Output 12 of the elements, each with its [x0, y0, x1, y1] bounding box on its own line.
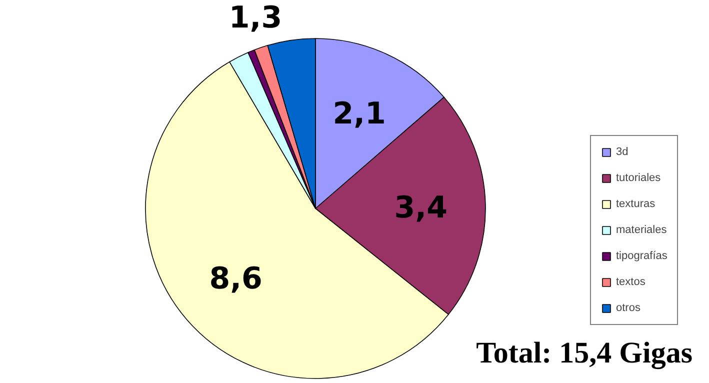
- data-label: 3,4: [394, 190, 448, 226]
- data-label: 2,1: [332, 96, 386, 132]
- text: Total: 15,4 Gigas: [476, 336, 693, 370]
- text: 1,3: [228, 0, 282, 36]
- legend-label: materiales: [616, 224, 667, 236]
- data-label: 8,6: [209, 262, 262, 297]
- legend-label: 3d: [616, 146, 630, 158]
- legend-label: texturas: [616, 198, 656, 210]
- legend-label: tutoriales: [616, 172, 661, 184]
- legend-label: otros: [616, 302, 640, 314]
- legend-label: textos: [616, 276, 646, 288]
- legend-label: tipografías: [616, 250, 668, 262]
